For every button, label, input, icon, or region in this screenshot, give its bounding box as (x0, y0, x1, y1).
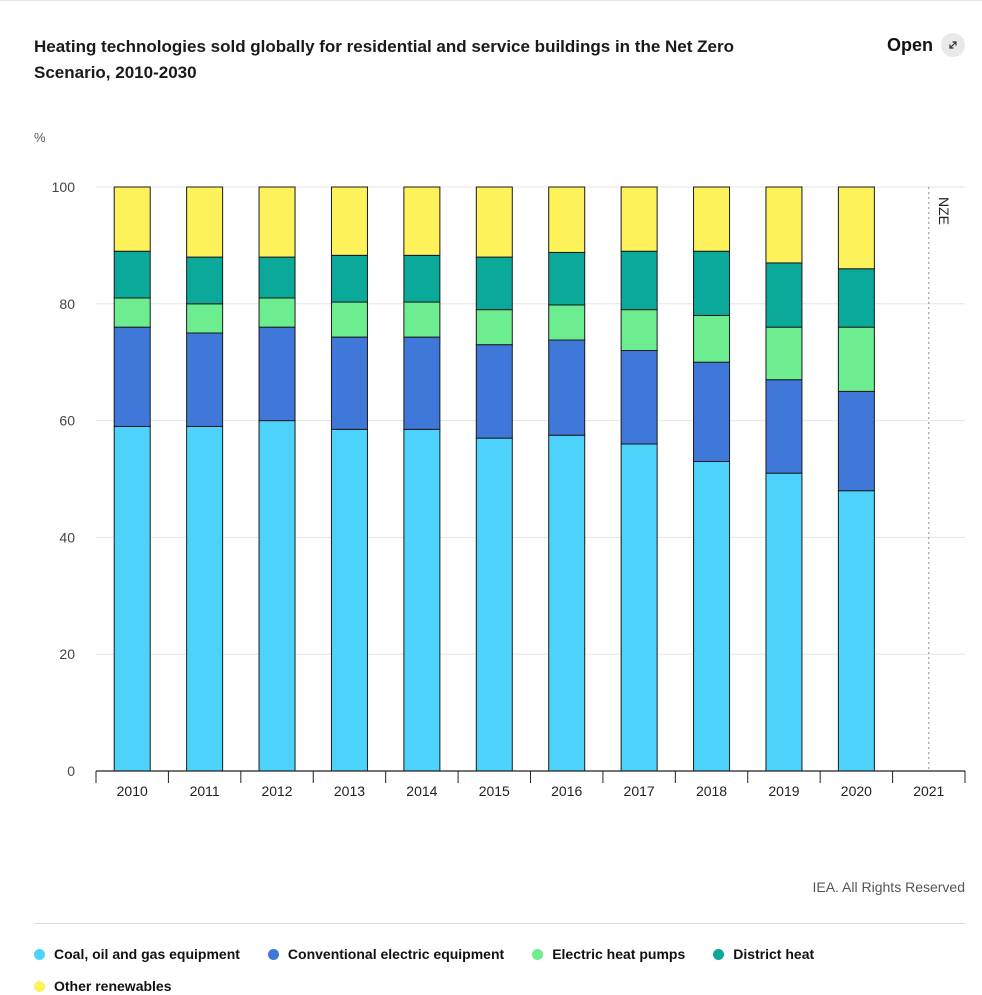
y-tick-label: 60 (59, 413, 75, 429)
bar-segment (258, 326, 296, 422)
bar-segment (620, 250, 658, 311)
bar-segment (765, 186, 803, 264)
y-tick-label: 0 (67, 763, 75, 779)
y-tick-label: 80 (59, 296, 75, 312)
bar-segment (186, 303, 224, 334)
y-tick-label: 20 (59, 646, 75, 662)
x-tick-label: 2010 (117, 783, 148, 799)
open-button-label: Open (886, 34, 933, 55)
open-button[interactable]: Open (887, 33, 965, 57)
bar-segment (548, 339, 586, 436)
bar-segment (693, 314, 731, 363)
chart-title: Heating technologies sold globally for r… (34, 37, 734, 82)
x-tick-label: 2013 (334, 783, 365, 799)
bar-segment (403, 301, 441, 338)
bar-segment (330, 428, 368, 772)
bar-segment (186, 256, 224, 305)
bar-segment (548, 186, 586, 253)
legend-label: Coal, oil and gas equipment (54, 946, 240, 962)
bar-segment (765, 472, 803, 772)
y-tick-label: 40 (59, 529, 75, 545)
legend-swatch (34, 948, 45, 960)
bar-segment (113, 326, 151, 427)
legend-label: Other renewables (54, 978, 172, 994)
bar-segment (186, 332, 224, 427)
legend-swatch (34, 980, 45, 992)
x-tick-label: 2012 (261, 783, 292, 799)
bar-segment (620, 309, 658, 352)
bar-segment (548, 434, 586, 772)
bar-segment (403, 254, 441, 303)
bar-segment (258, 256, 296, 299)
legend-label: District heat (733, 946, 815, 962)
bar-segment (330, 254, 368, 303)
credit-text: IEA. All Rights Reserved (812, 879, 965, 895)
bar-segment (186, 425, 224, 772)
bar-segment (620, 443, 658, 772)
bar-segment (765, 326, 803, 381)
legend-item[interactable]: Conventional electric equipment (267, 945, 505, 963)
bar-segment (837, 186, 875, 270)
bar-segment (113, 186, 151, 252)
chart-legend: Coal, oil and gas equipment Conventional … (34, 945, 974, 995)
bar-segment (113, 250, 151, 299)
legend-swatch (532, 948, 544, 960)
bar-segment (693, 361, 731, 462)
bar-segment (113, 297, 151, 328)
legend-label: Conventional electric equipment (287, 946, 505, 962)
bar-segment (475, 437, 513, 772)
bar-segment (693, 186, 731, 252)
bar-segment (186, 186, 224, 258)
bar-segment (548, 304, 586, 341)
bar-segment (693, 460, 731, 772)
y-axis-unit: % (34, 130, 46, 145)
bar-segment (330, 301, 368, 338)
bar-segment (403, 186, 441, 256)
legend-item[interactable]: Electric heat pumps (532, 945, 685, 963)
bar-segment (330, 336, 368, 430)
bar-segment (475, 309, 513, 346)
legend-swatch (267, 948, 279, 960)
bar-segment (765, 262, 803, 328)
bar-segment (620, 350, 658, 445)
legend-item[interactable]: District heat (713, 945, 814, 963)
bar-segment (693, 250, 731, 316)
bar-segment (475, 344, 513, 439)
bar-segment (258, 297, 296, 328)
stacked-bar-chart: 0 20 40 60 80 100 2010 2011 2012 2013 2014 2015 2016… (52, 179, 966, 799)
bar-segment (330, 186, 368, 256)
x-tick-label: 2017 (624, 783, 655, 799)
nze-annotation-label: NZE (936, 197, 952, 225)
x-tick-label: 2020 (841, 783, 872, 799)
legend-item[interactable]: Other renewables (34, 977, 172, 995)
legend-swatch (713, 948, 725, 960)
x-tick-label: 2015 (479, 783, 510, 799)
bar-segment (403, 428, 441, 772)
bar-segment (548, 251, 586, 306)
x-tick-label: 2011 (190, 783, 220, 799)
bar-segment (837, 268, 875, 328)
bar-segment (620, 186, 658, 252)
expand-icon (941, 33, 965, 57)
bar-segment (403, 336, 441, 430)
x-tick-label: 2014 (406, 783, 437, 799)
bar-segment (765, 379, 803, 474)
legend-label: Electric heat pumps (552, 946, 686, 962)
y-tick-label: 100 (52, 179, 76, 195)
bar-segment (837, 490, 875, 772)
bar-segment (475, 186, 513, 258)
bar-segment (113, 425, 151, 772)
bar-segment (258, 186, 296, 258)
legend-divider (34, 923, 965, 924)
bar-segment (837, 326, 875, 392)
x-tick-label: 2019 (768, 783, 799, 799)
legend-item[interactable]: Coal, oil and gas equipment (34, 945, 240, 963)
bar-segment (837, 390, 875, 492)
x-tick-label: 2018 (696, 783, 727, 799)
x-tick-label: 2016 (551, 783, 582, 799)
bar-segment (258, 420, 296, 772)
bar-segment (475, 256, 513, 311)
x-tick-label: 2021 (913, 783, 944, 799)
